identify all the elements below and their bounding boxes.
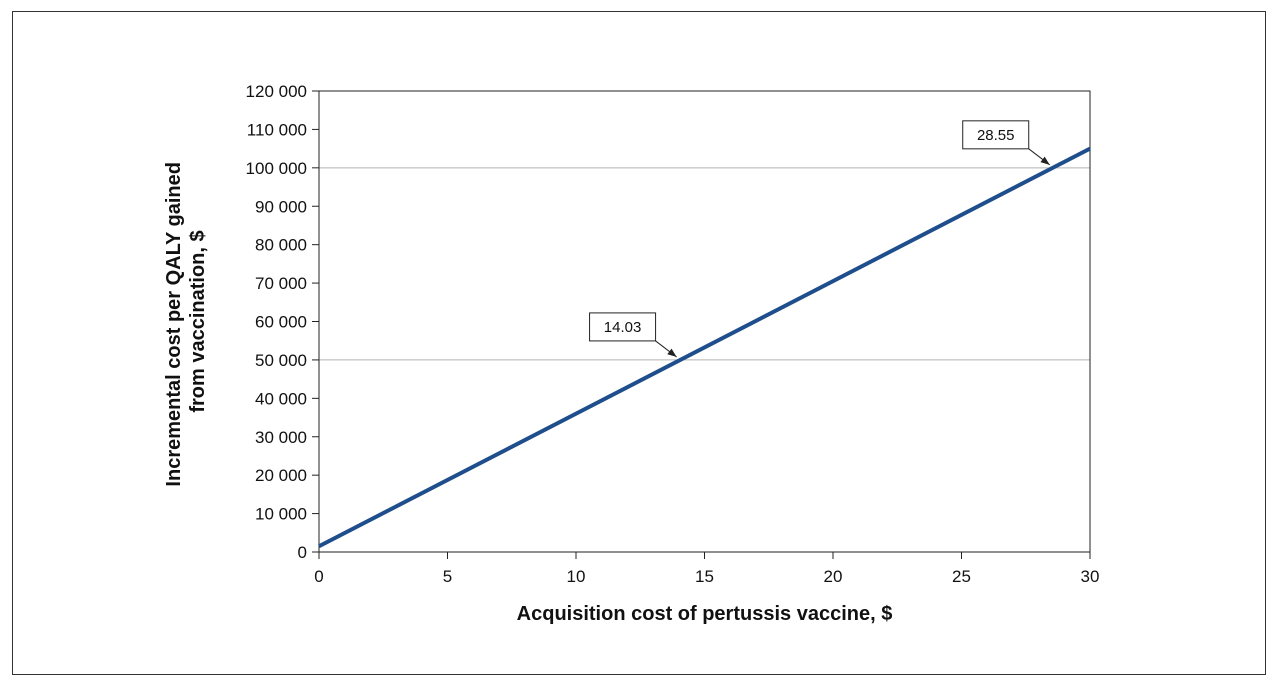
annotation-callout: 28.55 <box>962 120 1051 166</box>
x-tick-label: 0 <box>314 567 323 586</box>
plot-area <box>318 90 1091 553</box>
y-axis-title-line-2: from vaccination, $ <box>187 230 209 412</box>
y-tick-label: 50 000 <box>255 351 307 370</box>
x-tick-label: 20 <box>824 567 843 586</box>
series-line <box>318 146 1091 549</box>
x-tick-label: 5 <box>443 567 452 586</box>
reference-lines <box>319 167 1090 361</box>
y-axis: 0 10 000 20 000 30 000 40 000 50 000 60 000 70 … <box>246 82 319 562</box>
y-tick-label: 0 <box>298 543 307 562</box>
x-axis-title: Acquisition cost of pertussis vaccine, $ <box>517 603 893 625</box>
callout-arrowhead <box>667 348 677 357</box>
series-layer <box>318 146 1091 549</box>
callout-box <box>962 120 1030 150</box>
y-tick-label: 60 000 <box>255 313 307 332</box>
x-tick-label: 15 <box>695 567 714 586</box>
y-tick-label: 110 000 <box>247 120 307 139</box>
y-tick-label: 10 000 <box>255 505 307 524</box>
y-tick-label: 40 000 <box>255 389 307 408</box>
y-tick-label: 20 000 <box>255 466 307 485</box>
x-tick-label: 10 <box>567 567 586 586</box>
annotation-layer: 14.03 28.55 <box>589 120 1051 358</box>
annotation-callout: 14.03 <box>589 312 677 358</box>
y-axis-title: Incremental cost per QALY gained from va… <box>163 156 209 486</box>
callout-arrowhead <box>1040 156 1050 165</box>
y-tick-label: 90 000 <box>255 197 307 216</box>
callout-label: 28.55 <box>977 127 1015 144</box>
x-tick-label: 30 <box>1081 567 1100 586</box>
callout-box <box>589 312 657 342</box>
y-tick-label: 70 000 <box>255 274 307 293</box>
y-tick-label: 100 000 <box>246 159 307 178</box>
figure-frame <box>12 11 1266 675</box>
y-axis-title-line-1: Incremental cost per QALY gained <box>163 162 185 487</box>
x-axis: 0 5 10 15 20 25 30 <box>314 552 1099 586</box>
callout-label: 14.03 <box>604 319 642 336</box>
y-tick-label: 80 000 <box>255 236 307 255</box>
y-tick-label: 30 000 <box>255 428 307 447</box>
y-tick-label: 120 000 <box>246 82 307 101</box>
x-tick-label: 25 <box>952 567 971 586</box>
